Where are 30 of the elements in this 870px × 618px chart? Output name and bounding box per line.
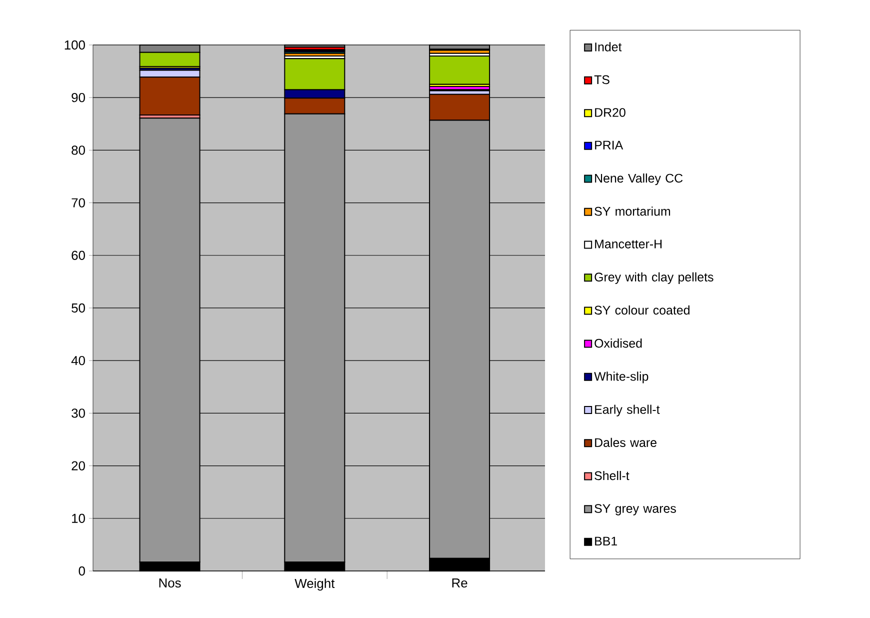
legend-label: SY grey wares [594, 504, 676, 516]
x-tick-label: Weight [294, 578, 335, 591]
y-tick-label: 60 [72, 250, 85, 260]
legend-label: SY mortarium [594, 206, 670, 216]
y-tick-label: 50 [72, 303, 85, 313]
legend-label: Grey with clay pellets [594, 272, 714, 284]
legend-label: Dales ware [595, 438, 656, 447]
y-tick-label: 30 [72, 408, 85, 418]
legend-label: Indet [595, 42, 622, 52]
y-tick-label: 0 [78, 566, 85, 576]
y-tick-label: 70 [72, 198, 85, 208]
y-tick-label: 10 [72, 514, 85, 523]
legend-label: Early shell-t [595, 404, 660, 416]
legend-label: TS [594, 75, 610, 84]
legend-label: Shell-t [594, 470, 630, 480]
legend-label: Oxidised [594, 338, 642, 348]
legend-label: PRIA [595, 140, 624, 150]
x-tick-label: Nos [159, 578, 181, 588]
legend-label: White-slip [594, 372, 648, 384]
x-tick-label: Re [452, 578, 468, 588]
y-tick-label: 20 [72, 461, 85, 470]
legend-label: BB1 [595, 536, 617, 546]
y-tick-label: 40 [71, 356, 85, 366]
legend-label: Nene Valley CC [595, 173, 683, 186]
legend-label: DR20 [595, 108, 626, 117]
y-tick-label: 90 [72, 92, 85, 102]
y-tick-label: 100 [64, 40, 85, 50]
legend-label: SY colour coated [594, 305, 690, 315]
legend-label: Mancetter-H [595, 240, 662, 248]
y-tick-label: 80 [72, 146, 85, 155]
